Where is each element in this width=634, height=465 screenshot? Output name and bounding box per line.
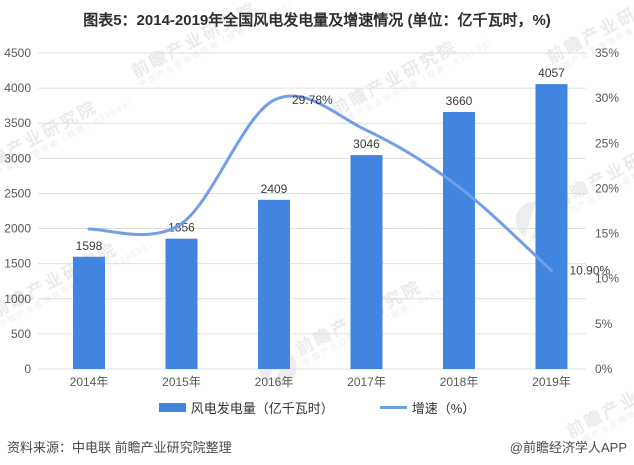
legend-line-label: 增速（%） xyxy=(411,401,476,416)
x-axis-label: 2019年 xyxy=(532,375,571,389)
left-axis-tick: 2000 xyxy=(4,222,31,236)
bar-value-2016年: 2409 xyxy=(261,182,288,196)
growth-label-2016年: 29.78% xyxy=(292,93,333,107)
growth-line xyxy=(87,94,553,273)
growth-label-2019年: 10.90% xyxy=(570,264,611,278)
bar-2019年 xyxy=(535,84,568,369)
left-axis-tick: 0 xyxy=(24,362,31,376)
bar-value-2018年: 3660 xyxy=(446,94,473,108)
left-axis-tick: 3500 xyxy=(4,116,31,130)
x-axis-label: 2016年 xyxy=(255,375,294,389)
x-axis-label: 2017年 xyxy=(347,375,386,389)
left-axis-tick: 2500 xyxy=(4,186,31,200)
bar-value-2014年: 1598 xyxy=(76,239,103,253)
left-axis-tick: 4500 xyxy=(4,46,31,60)
chart-canvas: 0 500 1000 1500 2000 2500 3000 3500 4000 4500 0% 5%… xyxy=(4,46,619,389)
bar-value-2019年: 4057 xyxy=(538,66,565,80)
x-axis-label: 2018年 xyxy=(440,375,479,389)
right-axis-tick: 10% xyxy=(595,272,619,286)
left-axis-tick: 1000 xyxy=(4,292,31,306)
chart-footer: 资料来源：中电联 前瞻产业研究院整理 @前瞻经济学人APP xyxy=(0,437,634,456)
bar-2016年 xyxy=(258,199,290,369)
right-axis-tick: 25% xyxy=(595,136,619,150)
legend-item-growth: 增速（%） xyxy=(379,398,476,417)
right-axis-tick: 0% xyxy=(595,362,613,376)
legend-bar-label: 风电发电量（亿千瓦时） xyxy=(190,401,334,416)
legend-bar-swatch xyxy=(158,403,186,412)
credit-note: @前瞻经济学人APP xyxy=(509,440,627,455)
right-axis-tick: 15% xyxy=(595,227,619,241)
right-axis-tick: 35% xyxy=(595,46,619,60)
right-axis-tick: 5% xyxy=(595,317,613,331)
x-axis-label: 2014年 xyxy=(70,375,109,389)
bar-2017年 xyxy=(350,155,383,369)
left-axis-tick: 1500 xyxy=(4,257,31,271)
bar-value-2017年: 3046 xyxy=(353,137,380,151)
bar-2014年 xyxy=(73,256,105,369)
x-axis-label: 2015年 xyxy=(162,375,201,389)
bar-2018年 xyxy=(443,111,475,369)
bar-2015年 xyxy=(165,238,198,369)
bar-value-2015年: 1856 xyxy=(168,221,195,235)
legend-line-swatch xyxy=(379,406,407,409)
legend-item-generation: 风电发电量（亿千瓦时） xyxy=(158,398,334,417)
left-axis-tick: 4000 xyxy=(4,81,31,95)
left-axis-tick: 500 xyxy=(11,327,31,341)
source-note: 资料来源：中电联 前瞻产业研究院整理 xyxy=(7,440,232,455)
chart-title: 图表5：2014-2019年全国风电发电量及增速情况 (单位：亿千瓦时，%) xyxy=(83,12,551,29)
chart-legend: 风电发电量（亿千瓦时） 增速（%） xyxy=(0,398,634,417)
left-axis-tick: 3000 xyxy=(4,151,31,165)
right-axis-tick: 20% xyxy=(595,181,619,195)
right-axis-tick: 30% xyxy=(595,91,619,105)
